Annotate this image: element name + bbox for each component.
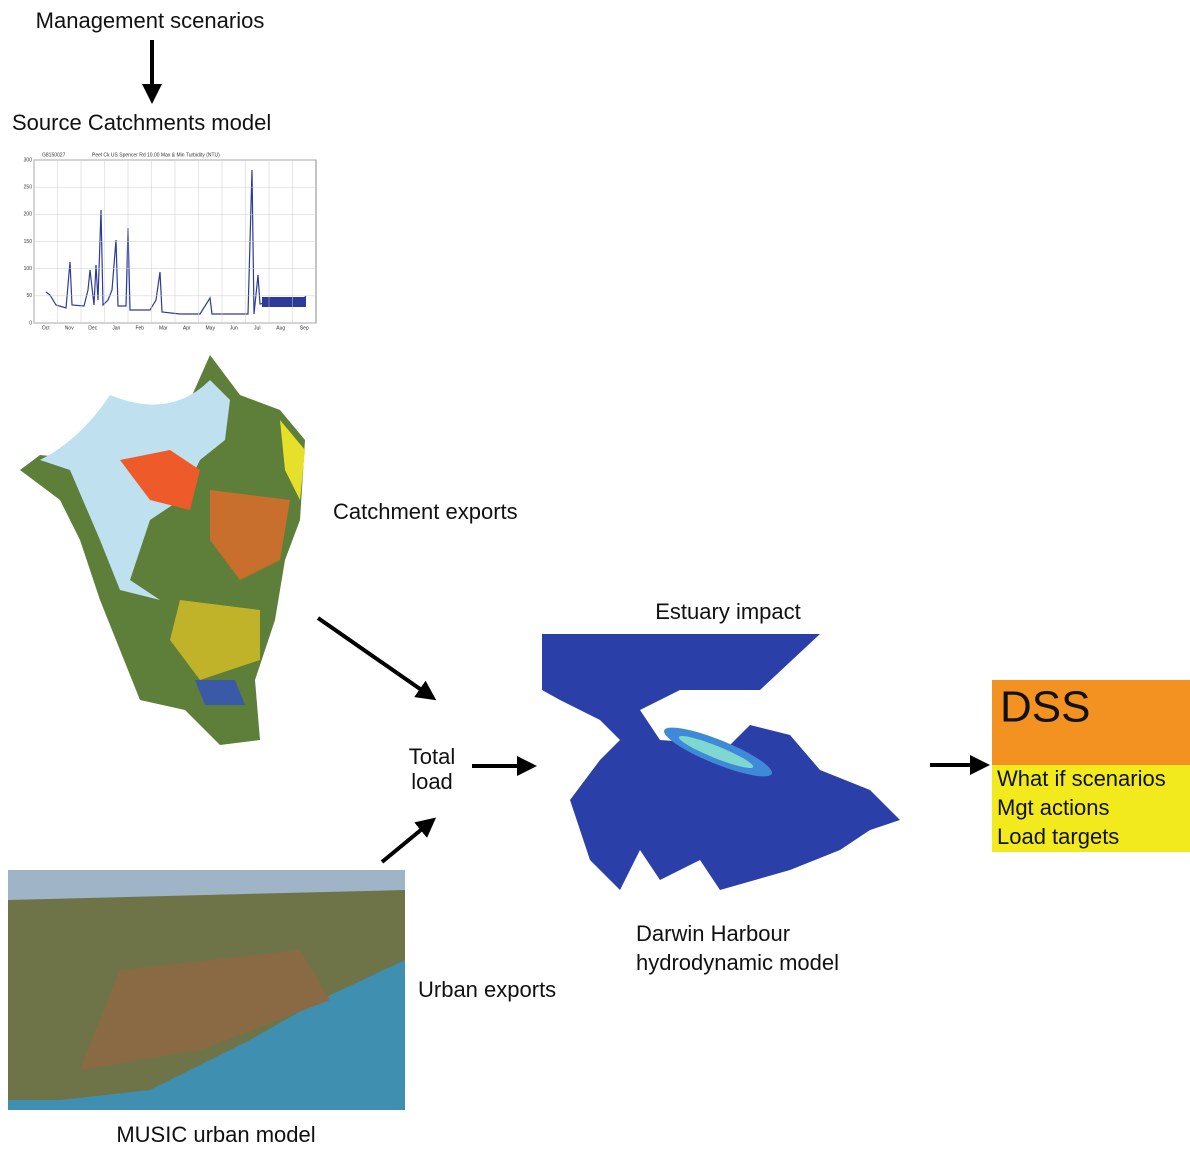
arrow [318, 618, 433, 698]
y-tick-label: 150 [24, 239, 33, 245]
harbour-label: Darwin Harbour [636, 921, 790, 946]
mini-band [262, 297, 306, 307]
harbour-map [542, 634, 900, 890]
mini-chart: G8150027 Peel Ck US Spencer Rd 10.00 Max… [24, 152, 316, 331]
diagram: Management scenarios Source Catchments m… [0, 0, 1190, 1149]
y-tick-label: 100 [24, 266, 33, 272]
x-tick-label: Nov [65, 325, 74, 331]
mini-legend: G8150027 [42, 152, 66, 158]
catchment-label: Catchment exports [333, 499, 518, 524]
x-tick-label: Dec [88, 325, 97, 331]
x-tick-label: Jun [230, 325, 238, 331]
urban-model-label: MUSIC urban model [116, 1122, 315, 1147]
dss-item: What if scenarios [997, 766, 1166, 791]
dss-title: DSS [1000, 683, 1090, 732]
input-label: Management scenarios [36, 8, 265, 33]
y-tick-label: 0 [29, 320, 32, 326]
arrow [382, 820, 433, 862]
total-load: load [411, 769, 453, 794]
x-tick-label: Sep [300, 325, 309, 331]
x-tick-label: Aug [276, 325, 285, 331]
total-load: Total [409, 744, 455, 769]
x-tick-label: May [206, 325, 216, 331]
urban-label: Urban exports [418, 977, 556, 1002]
y-tick-label: 50 [26, 293, 32, 299]
y-tick-label: 200 [24, 212, 33, 218]
dss-item: Mgt actions [997, 795, 1110, 820]
catchment-map [20, 355, 305, 745]
x-tick-label: Jul [254, 325, 260, 331]
x-tick-label: Feb [135, 325, 144, 331]
harbour-label: hydrodynamic model [636, 950, 839, 975]
model-label: Source Catchments model [12, 110, 271, 135]
x-tick-label: Apr [183, 325, 191, 331]
x-tick-label: Oct [42, 325, 50, 331]
urban-photo [8, 870, 405, 1110]
x-tick-label: Jan [112, 325, 120, 331]
y-tick-label: 250 [24, 184, 33, 190]
x-tick-label: Mar [159, 325, 168, 331]
dss-item: Load targets [997, 824, 1119, 849]
mini-title: Peel Ck US Spencer Rd 10.00 Max & Min Tu… [92, 152, 220, 158]
estuary-label: Estuary impact [655, 599, 801, 624]
y-tick-label: 300 [24, 157, 33, 163]
